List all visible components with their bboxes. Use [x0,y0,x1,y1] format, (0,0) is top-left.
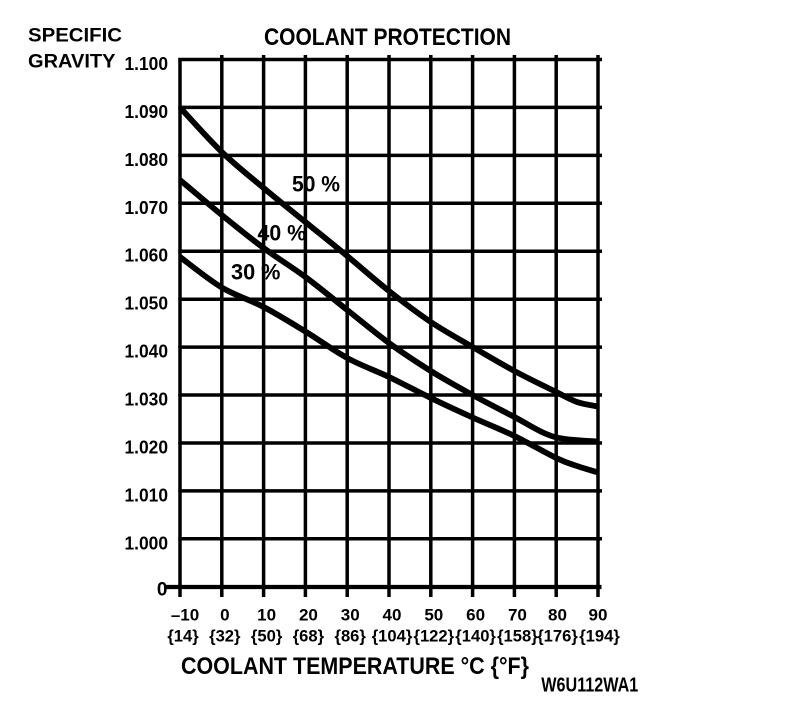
svg-text:–10: –10 [171,606,199,625]
svg-text:50: 50 [424,606,443,625]
svg-text:90: 90 [589,606,608,625]
svg-text:1.080: 1.080 [125,149,169,170]
svg-text:1.070: 1.070 [125,197,169,218]
svg-text:{140}: {140} [455,627,496,646]
svg-text:0: 0 [157,580,168,601]
svg-text:60: 60 [466,606,485,625]
svg-text:1.090: 1.090 [125,101,169,122]
svg-text:{32}: {32} [209,627,241,646]
svg-text:1.060: 1.060 [125,245,169,266]
svg-text:{194}: {194} [579,627,620,646]
svg-text:COOLANT PROTECTION: COOLANT PROTECTION [264,24,511,51]
svg-text:80: 80 [548,606,567,625]
svg-text:1.000: 1.000 [125,532,169,553]
svg-text:{68}: {68} [293,627,325,646]
svg-text:40: 40 [383,606,402,625]
svg-text:20: 20 [299,606,318,625]
svg-text:1.050: 1.050 [125,293,169,314]
svg-text:{122}: {122} [413,627,454,646]
svg-text:W6U112WA1: W6U112WA1 [541,674,638,696]
svg-text:SPECIFIC: SPECIFIC [28,26,122,47]
svg-text:0: 0 [220,606,229,625]
svg-text:1.030: 1.030 [125,389,169,410]
svg-text:{86}: {86} [335,627,367,646]
svg-text:70: 70 [508,606,527,625]
svg-text:COOLANT TEMPERATURE °C {°F}: COOLANT TEMPERATURE °C {°F} [181,653,529,680]
svg-text:1.020: 1.020 [125,437,169,458]
svg-text:50 %: 50 % [292,172,340,197]
svg-text:{176}: {176} [537,627,578,646]
svg-text:{104}: {104} [372,627,413,646]
svg-text:30: 30 [341,606,360,625]
svg-text:1.010: 1.010 [125,484,169,505]
svg-text:GRAVITY: GRAVITY [28,52,116,73]
svg-text:1.040: 1.040 [125,341,169,362]
svg-text:{50}: {50} [251,627,283,646]
svg-text:{14}: {14} [167,627,199,646]
svg-text:{158}: {158} [497,627,538,646]
svg-text:10: 10 [257,606,276,625]
svg-text:1.100: 1.100 [125,53,169,74]
svg-text:40 %: 40 % [258,220,307,245]
svg-text:30 %: 30 % [231,260,281,285]
